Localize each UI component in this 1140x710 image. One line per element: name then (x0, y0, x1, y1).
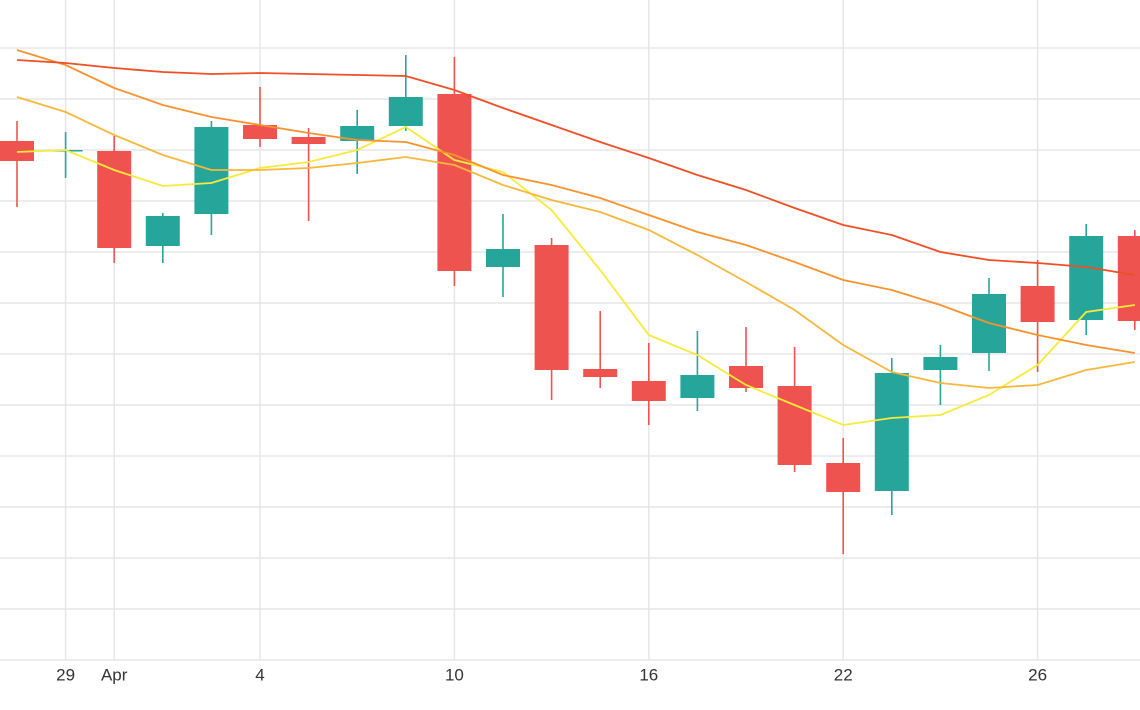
x-tick-label: 4 (255, 665, 264, 684)
candle-body (1117, 236, 1140, 321)
candle-body (145, 216, 180, 246)
candle-body (631, 381, 666, 401)
candle-body (0, 141, 34, 161)
candle-body (680, 375, 715, 398)
moving-average-line (16, 125, 1135, 426)
x-tick-label: 29 (56, 665, 75, 684)
moving-average-line (16, 59, 1135, 276)
candle-body (777, 386, 812, 465)
candle-body (583, 369, 618, 377)
candle-body (1020, 286, 1055, 322)
candle-body (388, 97, 423, 126)
x-tick-label: 10 (445, 665, 464, 684)
candle-body (923, 357, 958, 370)
candle-body (1069, 236, 1104, 320)
x-tick-label: 26 (1028, 665, 1047, 684)
x-tick-label: 16 (639, 665, 658, 684)
x-tick-label: Apr (101, 665, 128, 684)
candle-body (729, 366, 763, 388)
candle-body (97, 151, 132, 248)
candle-body (291, 137, 326, 144)
candle-body (826, 463, 861, 492)
candle-body (534, 245, 569, 370)
candle-body (486, 249, 520, 267)
candle-body (243, 125, 277, 139)
x-tick-label: 22 (834, 665, 853, 684)
moving-average-line (16, 96, 1135, 389)
candle-body (874, 373, 909, 491)
candle-body (437, 94, 472, 271)
moving-average-line (16, 49, 1135, 354)
candle-body (340, 126, 375, 141)
